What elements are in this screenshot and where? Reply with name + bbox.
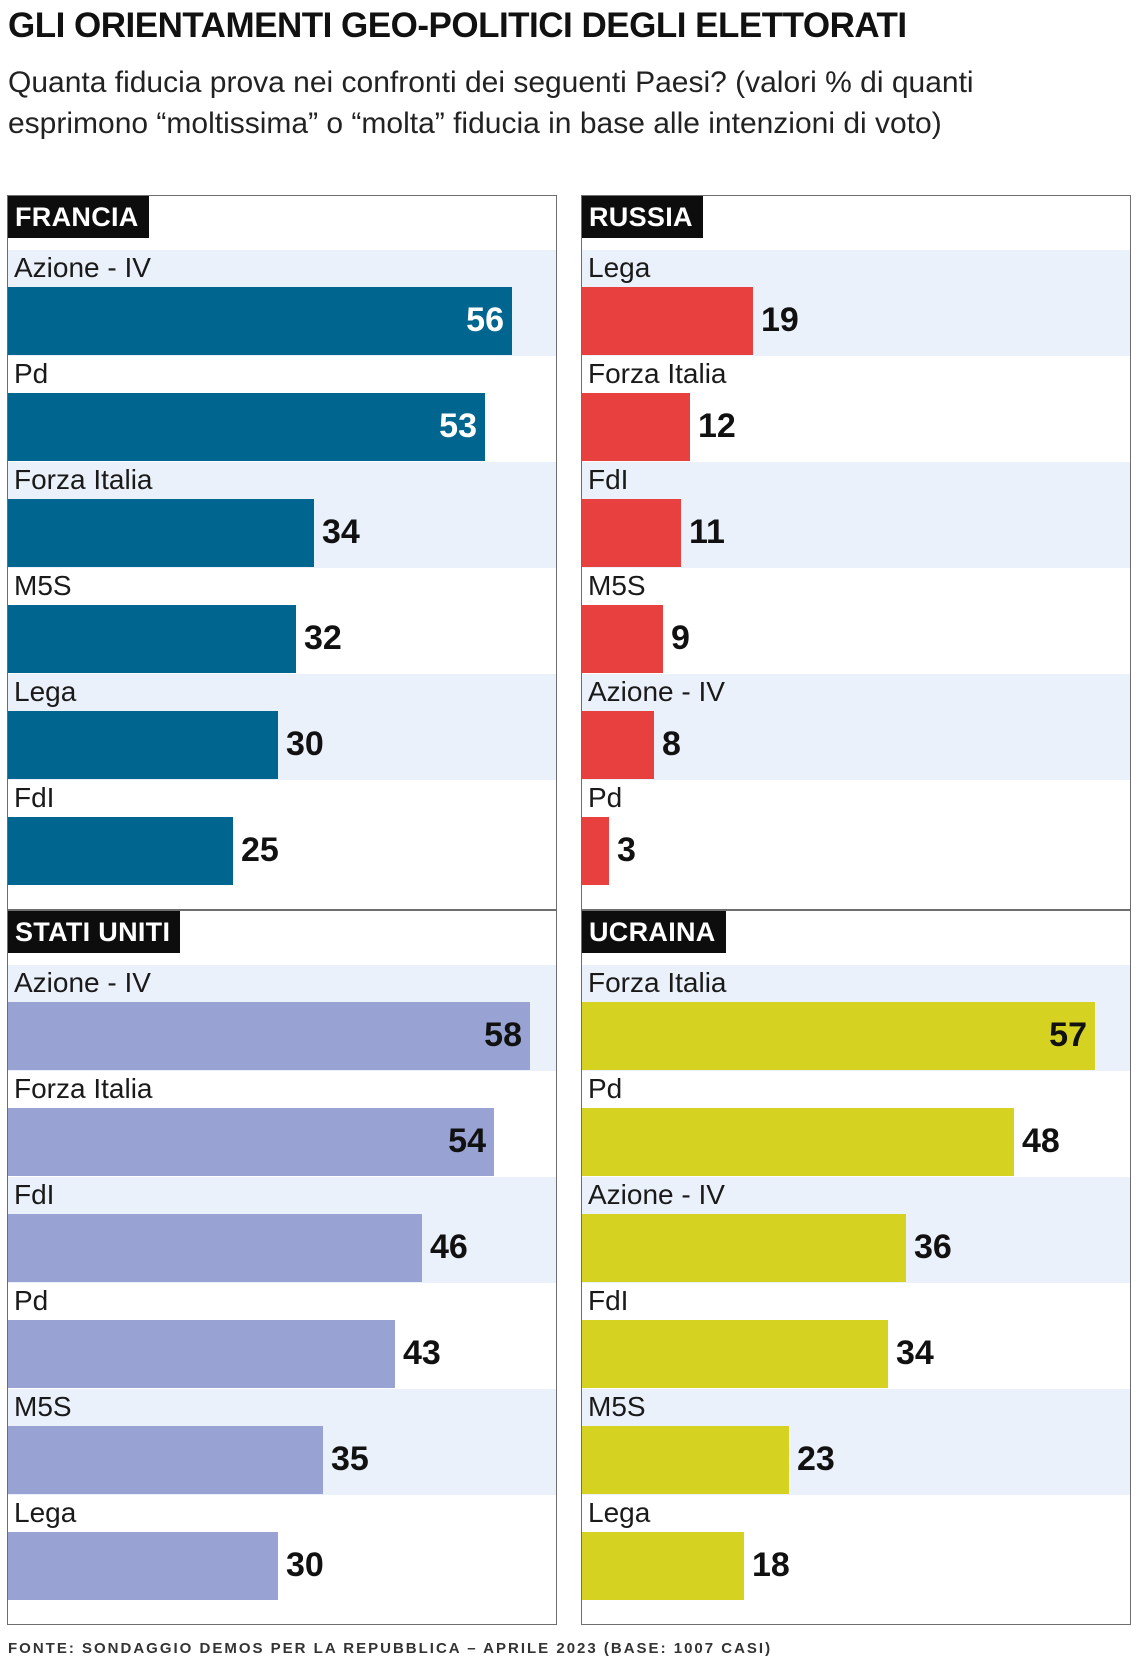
chart-subtitle: Quanta fiducia prova nei confronti dei s…: [8, 66, 974, 140]
bar-stati-uniti-fdi: [8, 1214, 422, 1282]
panel-title-ucraina: UCRAINA: [582, 911, 726, 953]
value-label-stati-uniti: 35: [331, 1440, 369, 1478]
category-label-russia: M5S: [588, 570, 646, 601]
bar-russia-fdi: [582, 499, 681, 567]
bar-stati-uniti-forza-italia: [8, 1108, 494, 1176]
row-band: [582, 674, 1130, 780]
plot-ucraina: Forza Italia 57 Pd 48 Azione - IV 36 FdI 34 M5S 2…: [582, 965, 1130, 1624]
value-label-stati-uniti: 54: [448, 1122, 486, 1160]
category-label-ucraina: M5S: [588, 1391, 646, 1422]
bar-ucraina-pd: [582, 1108, 1014, 1176]
bar-stati-uniti-pd: [8, 1320, 395, 1388]
value-label-russia: 9: [671, 619, 690, 657]
value-label-francia: 30: [286, 725, 324, 763]
bar-francia-forza-italia: [8, 499, 314, 567]
category-label-ucraina: Pd: [588, 1073, 623, 1104]
value-label-francia: 25: [241, 831, 279, 869]
plot-russia: Lega 19 Forza Italia 12 FdI 11 M5S 9 Azione - IV…: [582, 250, 1130, 909]
value-label-francia: 32: [304, 619, 342, 657]
value-label-francia: 34: [322, 513, 360, 551]
bar-ucraina-forza-italia: [582, 1002, 1095, 1070]
category-label-ucraina: Lega: [588, 1497, 651, 1528]
panel-ucraina: UCRAINA Forza Italia 57 Pd 48 Azione - IV 36 F…: [581, 910, 1131, 1625]
row-band: [582, 780, 1130, 886]
category-label-ucraina: FdI: [588, 1285, 629, 1316]
bar-russia-m5s: [582, 605, 663, 673]
row-band: [582, 568, 1130, 674]
chart-title: GLI ORIENTAMENTI GEO-POLITICI DEGLI ELET…: [8, 6, 907, 45]
bar-francia-lega: [8, 711, 278, 779]
panel-russia: RUSSIA Lega 19 Forza Italia 12 FdI 11 M5S 9 Azio…: [581, 195, 1131, 910]
category-label-francia: Forza Italia: [14, 464, 153, 495]
value-label-francia: 56: [466, 301, 504, 339]
category-label-stati-uniti: Pd: [14, 1285, 49, 1316]
bar-russia-pd: [582, 817, 609, 885]
category-label-russia: Lega: [588, 252, 651, 283]
plot-francia: Azione - IV 56 Pd 53 Forza Italia 34 M5S 32 Lega…: [8, 250, 556, 909]
bar-russia-azione-iv: [582, 711, 654, 779]
bar-francia-fdi: [8, 817, 233, 885]
category-label-francia: Pd: [14, 358, 49, 389]
bar-francia-m5s: [8, 605, 296, 673]
source-note: FONTE: SONDAGGIO DEMOS PER LA REPUBBLICA…: [8, 1640, 773, 1657]
value-label-stati-uniti: 46: [430, 1228, 468, 1266]
panel-stati-uniti: STATI UNITI Azione - IV 58 Forza Italia 54 F…: [7, 910, 557, 1625]
value-label-ucraina: 23: [797, 1440, 835, 1478]
category-label-stati-uniti: FdI: [14, 1179, 55, 1210]
bar-ucraina-m5s: [582, 1426, 789, 1494]
value-label-francia: 53: [439, 407, 477, 445]
panel-title-francia: FRANCIA: [8, 196, 149, 238]
value-label-ucraina: 57: [1049, 1016, 1087, 1054]
bar-ucraina-azione-iv: [582, 1214, 906, 1282]
bar-stati-uniti-m5s: [8, 1426, 323, 1494]
bar-francia-pd: [8, 393, 485, 461]
value-label-russia: 3: [617, 831, 636, 869]
category-label-stati-uniti: Lega: [14, 1497, 77, 1528]
value-label-ucraina: 36: [914, 1228, 952, 1266]
plot-stati-uniti: Azione - IV 58 Forza Italia 54 FdI 46 Pd 43 M5S 3…: [8, 965, 556, 1624]
value-label-russia: 11: [689, 513, 725, 551]
value-label-ucraina: 48: [1022, 1122, 1060, 1160]
category-label-ucraina: Azione - IV: [588, 1179, 725, 1210]
panel-title-stati-uniti: STATI UNITI: [8, 911, 181, 953]
category-label-ucraina: Forza Italia: [588, 967, 727, 998]
category-label-francia: Lega: [14, 676, 77, 707]
value-label-ucraina: 18: [752, 1546, 790, 1584]
category-label-russia: Pd: [588, 782, 623, 813]
bar-francia-azione-iv: [8, 287, 512, 355]
category-label-francia: M5S: [14, 570, 72, 601]
category-label-stati-uniti: M5S: [14, 1391, 72, 1422]
panel-francia: FRANCIA Azione - IV 56 Pd 53 Forza Italia 34 M…: [7, 195, 557, 910]
category-label-francia: FdI: [14, 782, 55, 813]
value-label-stati-uniti: 43: [403, 1334, 441, 1372]
value-label-ucraina: 34: [896, 1334, 934, 1372]
category-label-francia: Azione - IV: [14, 252, 151, 283]
value-label-russia: 12: [698, 407, 736, 445]
value-label-russia: 19: [761, 301, 799, 339]
panel-title-russia: RUSSIA: [582, 196, 703, 238]
value-label-stati-uniti: 58: [484, 1016, 522, 1054]
category-label-stati-uniti: Forza Italia: [14, 1073, 153, 1104]
bar-stati-uniti-lega: [8, 1532, 278, 1600]
category-label-russia: Azione - IV: [588, 676, 725, 707]
value-label-russia: 8: [662, 725, 681, 763]
value-label-stati-uniti: 30: [286, 1546, 324, 1584]
bar-stati-uniti-azione-iv: [8, 1002, 530, 1070]
bar-russia-forza-italia: [582, 393, 690, 461]
bar-russia-lega: [582, 287, 753, 355]
category-label-russia: FdI: [588, 464, 629, 495]
bar-ucraina-lega: [582, 1532, 744, 1600]
category-label-stati-uniti: Azione - IV: [14, 967, 151, 998]
bar-ucraina-fdi: [582, 1320, 888, 1388]
category-label-russia: Forza Italia: [588, 358, 727, 389]
